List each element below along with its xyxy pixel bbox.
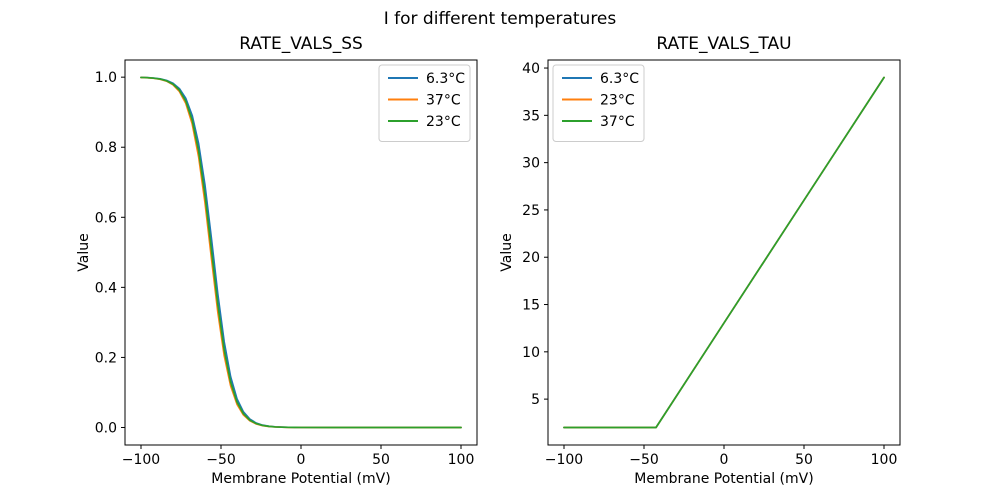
x-tick-label: 0: [720, 452, 729, 468]
series-line-37°C: [563, 76, 885, 429]
subplot-rate_vals_ss: −100 −50 0 50 100 0.0 0.2 0.4 0.6 0.8 1.0 RATE_VALS…: [76, 34, 478, 487]
legend: 6.3°C 37°C 23°C: [378, 64, 471, 142]
x-tick-label: 100: [448, 452, 475, 468]
x-tick-label: −100: [122, 452, 160, 468]
y-tick-label: 30: [522, 156, 540, 172]
legend-label: 23°C: [600, 93, 635, 109]
y-axis-label: Value: [499, 233, 515, 271]
x-axis-label: Membrane Potential (mV): [634, 471, 813, 487]
y-tick-label: 0.8: [95, 140, 117, 156]
legend-label: 37°C: [426, 93, 461, 109]
legend-box: [378, 64, 471, 142]
y-tick-label: 25: [522, 203, 540, 219]
legend-label: 37°C: [600, 114, 635, 130]
subplot-rate_vals_tau: −100 −50 0 50 100 5 10 15 20 25 30 35 40 RATE_VALS_TA…: [499, 34, 901, 487]
x-axis-label: Membrane Potential (mV): [211, 471, 390, 487]
legend-label: 6.3°C: [600, 71, 639, 87]
y-tick-label: 0.4: [95, 280, 117, 296]
x-tick-label: 0: [297, 452, 306, 468]
legend-label: 6.3°C: [426, 71, 465, 87]
y-tick-label: 15: [522, 298, 540, 314]
y-tick-label: 0.0: [95, 420, 117, 436]
x-tick-label: 50: [372, 452, 390, 468]
figure-suptitle: I for different temperatures: [383, 9, 617, 29]
y-tick-label: 5: [531, 392, 540, 408]
subplot-title: RATE_VALS_SS: [239, 34, 363, 54]
legend-label: 23°C: [426, 114, 461, 130]
y-tick-label: 10: [522, 345, 540, 361]
y-tick-label: 1.0: [95, 70, 117, 86]
y-axis-label: Value: [76, 233, 92, 271]
y-tick-label: 40: [522, 61, 540, 77]
legend: 6.3°C 23°C 37°C: [552, 64, 645, 142]
x-tick-label: 100: [871, 452, 898, 468]
legend-box: [552, 64, 645, 142]
x-tick-label: 50: [795, 452, 813, 468]
x-tick-label: −100: [545, 452, 583, 468]
y-tick-label: 20: [522, 250, 540, 266]
x-tick-label: −50: [629, 452, 659, 468]
y-tick-label: 35: [522, 108, 540, 124]
y-tick-label: 0.6: [95, 210, 117, 226]
x-tick-label: −50: [206, 452, 236, 468]
subplot-title: RATE_VALS_TAU: [656, 34, 791, 54]
series-line-23°C: [140, 76, 462, 429]
y-tick-label: 0.2: [95, 350, 117, 366]
